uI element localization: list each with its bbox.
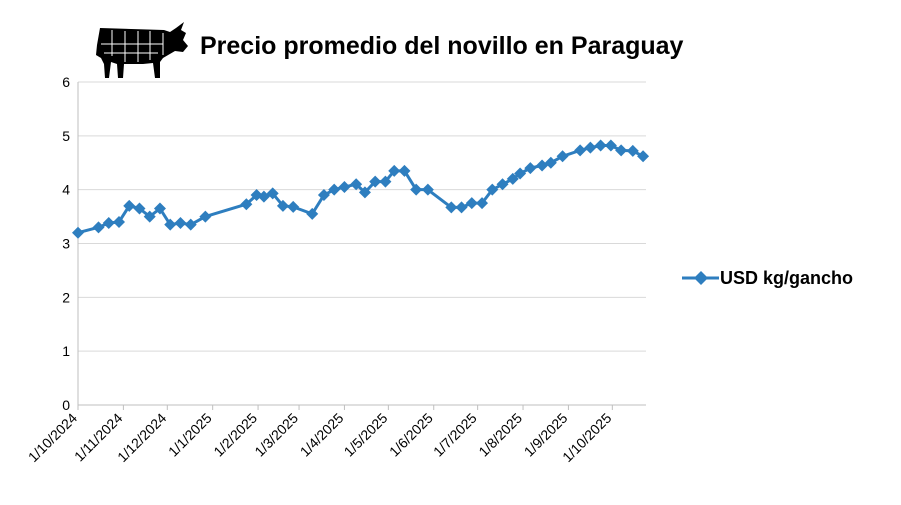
data-point (328, 183, 341, 196)
data-point (306, 207, 319, 220)
data-point (153, 202, 166, 215)
data-point (476, 197, 489, 210)
data-point (240, 198, 253, 211)
data-point (102, 217, 115, 230)
data-point (536, 159, 549, 172)
y-tick-label: 2 (62, 289, 70, 305)
x-tick-label: 1/5/2025 (341, 410, 391, 460)
data-point (358, 186, 371, 199)
legend: USD kg/gancho (682, 268, 853, 288)
data-point (184, 218, 197, 231)
y-axis: 0 1 2 3 4 5 6 (62, 74, 70, 413)
data-point (445, 201, 458, 214)
data-point (556, 150, 569, 163)
y-tick-label: 6 (62, 74, 70, 90)
x-tick-label: 1/1/2025 (165, 410, 215, 460)
data-point (369, 175, 382, 188)
data-point (379, 175, 392, 188)
data-point (199, 210, 212, 223)
legend-marker (694, 271, 708, 285)
data-point (524, 162, 537, 175)
data-point (594, 139, 607, 152)
cow-icon (96, 22, 188, 78)
data-point (506, 172, 519, 185)
data-point (123, 199, 136, 212)
series-usd-kg-gancho (72, 139, 650, 239)
x-axis: 1/10/20241/11/20241/12/20241/1/20251/2/2… (25, 82, 646, 465)
data-point (604, 139, 617, 152)
data-point (174, 217, 187, 230)
data-point (388, 164, 401, 177)
legend-label: USD kg/gancho (720, 268, 853, 288)
x-tick-label: 1/6/2025 (386, 410, 436, 460)
data-point (92, 221, 105, 234)
data-point (276, 199, 289, 212)
x-tick-label: 1/4/2025 (297, 410, 347, 460)
x-tick-label: 1/2/2025 (210, 410, 260, 460)
data-point (143, 210, 156, 223)
data-point (421, 183, 434, 196)
data-point (338, 180, 351, 193)
grid (78, 81, 646, 352)
data-point (164, 218, 177, 231)
x-tick-label: 1/10/2024 (25, 410, 81, 466)
data-point (626, 144, 639, 157)
data-point (455, 201, 468, 214)
data-point (410, 183, 423, 196)
y-tick-label: 3 (62, 236, 70, 252)
data-point (637, 150, 650, 163)
y-tick-label: 1 (62, 343, 70, 359)
data-point (514, 167, 527, 180)
data-point (317, 189, 330, 202)
data-point (133, 202, 146, 215)
series-line (77, 144, 644, 235)
data-point (112, 215, 125, 228)
data-point (574, 144, 587, 157)
data-point (615, 144, 628, 157)
data-point (496, 178, 509, 191)
x-tick-label: 1/3/2025 (251, 410, 301, 460)
data-point (544, 156, 557, 169)
y-tick-label: 0 (62, 397, 70, 413)
data-point (350, 178, 363, 191)
data-point (72, 226, 84, 239)
y-tick-label: 4 (62, 182, 70, 198)
data-point (257, 190, 270, 203)
y-tick-label: 5 (62, 128, 70, 144)
chart-title: Precio promedio del novillo en Paraguay (200, 32, 684, 60)
data-point (465, 197, 478, 210)
data-point (398, 164, 411, 177)
data-point (584, 141, 597, 154)
data-point (486, 183, 499, 196)
data-point (266, 187, 279, 200)
data-point (287, 200, 300, 213)
x-tick-label: 1/7/2025 (430, 410, 480, 460)
x-tick-label: 1/8/2025 (475, 410, 525, 460)
